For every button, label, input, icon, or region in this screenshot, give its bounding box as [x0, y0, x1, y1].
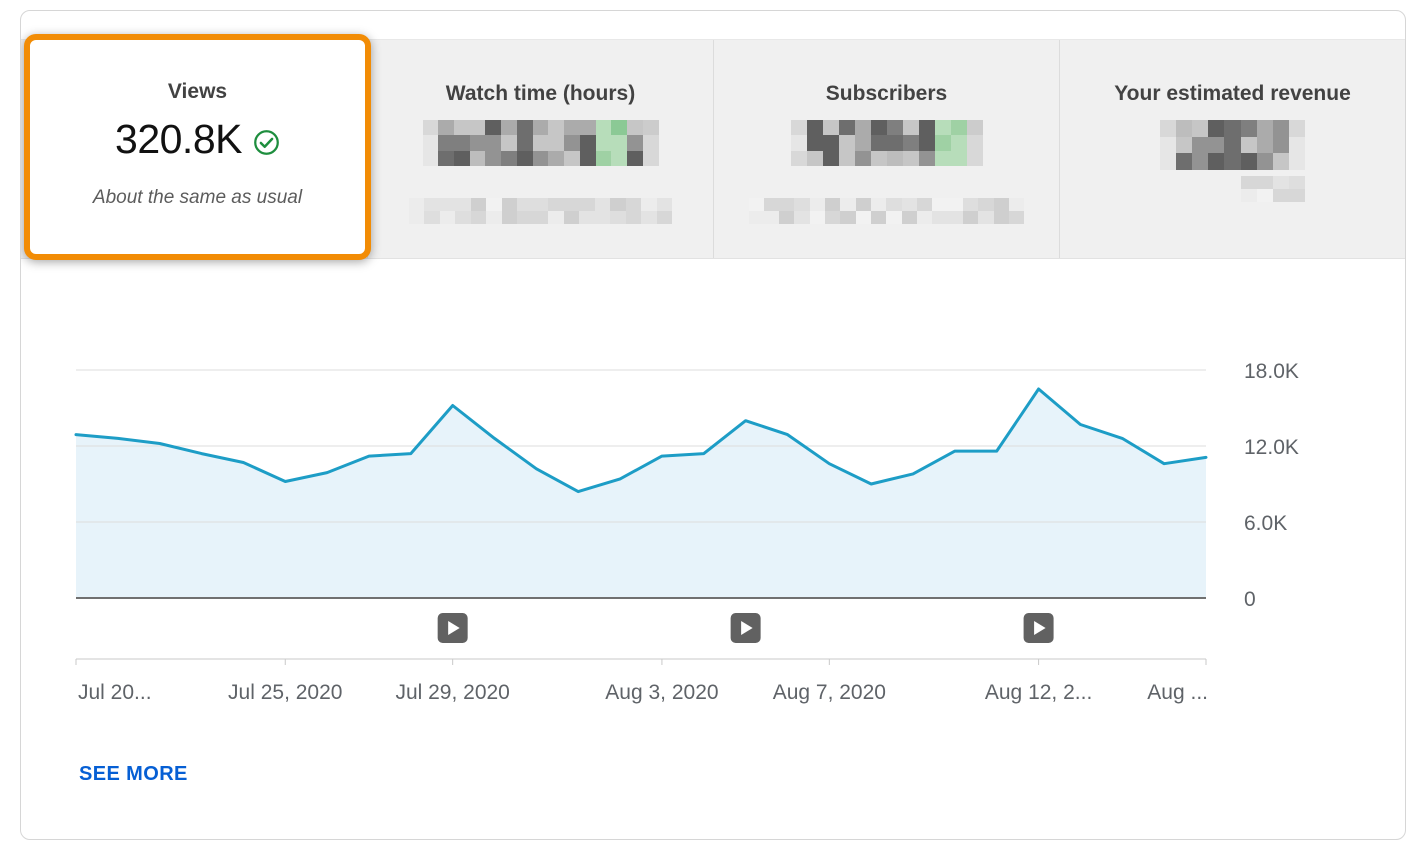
video-publish-marker-icon[interactable] [1023, 613, 1054, 643]
x-axis-label: Aug 7, 2020 [773, 681, 886, 704]
video-publish-marker-icon[interactable] [437, 613, 468, 643]
x-axis-label: Aug 3, 2020 [605, 681, 718, 704]
y-axis-label: 6.0K [1244, 512, 1287, 535]
video-publish-marker-icon[interactable] [730, 613, 761, 643]
y-axis-label: 0 [1244, 588, 1256, 611]
x-axis-label: Jul 25, 2020 [228, 681, 342, 704]
revenue-label: Your estimated revenue [1114, 82, 1351, 105]
views-label: Views [167, 80, 228, 103]
chart-area-fill [76, 389, 1206, 598]
watch-time-label: Watch time (hours) [445, 82, 636, 105]
subscribers-label: Subscribers [825, 82, 948, 105]
check-circle-icon [254, 129, 279, 155]
views-value: 320.8K [115, 116, 242, 162]
x-axis-label: Aug ... [1147, 681, 1208, 704]
metric-card-watch-time[interactable]: Watch time (hours) [367, 40, 713, 258]
y-axis-label: 12.0K [1244, 436, 1299, 459]
x-axis-label: Jul 29, 2020 [395, 681, 509, 704]
redacted-watch-time-value [422, 120, 659, 166]
see-more-link[interactable]: SEE MORE [79, 763, 188, 785]
metric-card-subscribers[interactable]: Subscribers [713, 40, 1059, 258]
redacted-revenue-value [1159, 120, 1306, 170]
views-status: About the same as usual [92, 187, 303, 208]
metric-card-views[interactable]: Views 320.8K About the same as usual [24, 34, 371, 260]
redacted-watch-time-status [408, 198, 673, 224]
redacted-revenue-status [1240, 176, 1305, 202]
redacted-subscribers-status [748, 198, 1025, 224]
views-value-row: 320.8K [115, 116, 280, 163]
analytics-card: Watch time (hours) Subscribers Your esti… [20, 10, 1406, 840]
redacted-subscribers-value [790, 120, 983, 166]
chart-line [74, 387, 1208, 494]
y-axis-label: 18.0K [1244, 360, 1299, 383]
views-area-chart[interactable]: 18.0K 12.0K 6.0K 0 Jul 20... Jul 25, 2020 Jul … [21, 281, 1406, 751]
x-axis-label: Jul 20... [78, 681, 152, 704]
x-axis-label: Aug 12, 2... [985, 681, 1092, 704]
metric-card-revenue[interactable]: Your estimated revenue [1059, 40, 1405, 258]
